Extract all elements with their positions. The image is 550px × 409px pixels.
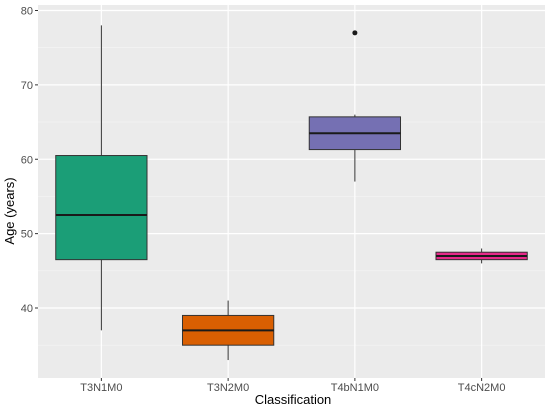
outlier-point [352, 30, 358, 36]
box-group-t3n1m0 [55, 25, 148, 331]
x-tick-label: T3N2M0 [207, 382, 249, 394]
boxes [55, 25, 528, 361]
y-axis: 40 50 60 70 80 [21, 6, 38, 315]
y-tick-label: 80 [21, 6, 33, 18]
x-tick-label: T4bN1M0 [331, 382, 379, 394]
x-tick-label: T4cN2M0 [458, 382, 506, 394]
y-tick-label: 50 [21, 229, 33, 241]
box-group-t4bn1m0 [308, 30, 402, 182]
box-group-t3n2m0 [181, 300, 275, 361]
x-axis-title: Classification [255, 392, 332, 407]
y-tick-label: 70 [21, 80, 33, 92]
box-group-t4cn2m0 [435, 248, 528, 264]
y-axis-title: Age (years) [2, 177, 17, 244]
x-tick-label: T3N1M0 [80, 382, 122, 394]
y-tick-label: 40 [21, 303, 33, 315]
y-tick-label: 60 [21, 154, 33, 166]
x-axis: T3N1M0 T3N2M0 T4bN1M0 T4cN2M0 [80, 378, 505, 394]
box [55, 155, 148, 261]
